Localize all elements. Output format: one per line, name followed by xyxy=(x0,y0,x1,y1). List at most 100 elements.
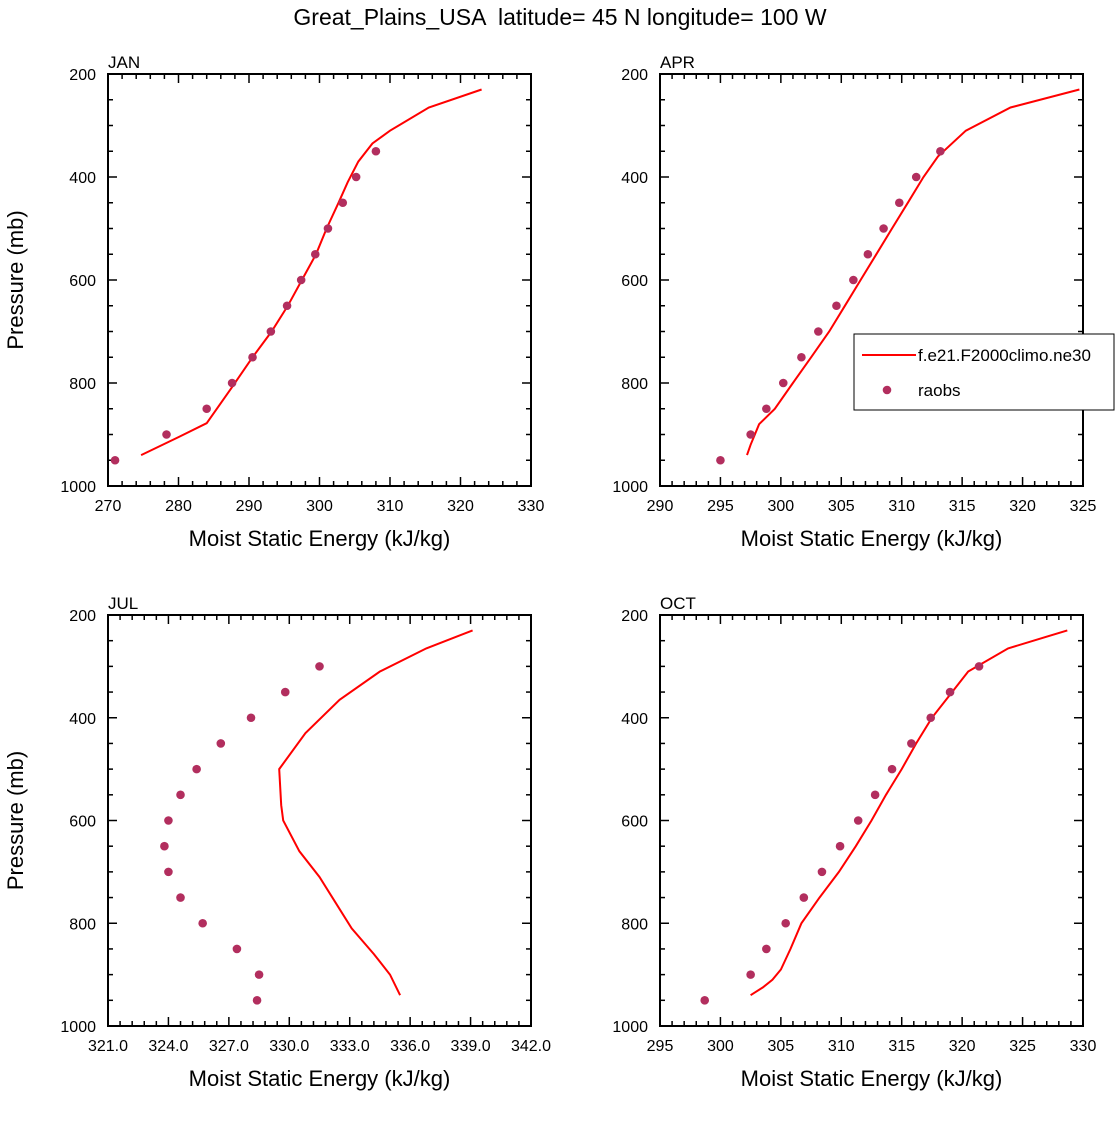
raobs-point xyxy=(371,146,381,156)
legend-box xyxy=(853,333,1115,411)
panel-oct: OCT 295 300 305 310 315 320 325 330 200 400 600 800 1… xyxy=(612,594,1096,1091)
y-tick-label: 200 xyxy=(621,67,648,84)
y-tick-label: 600 xyxy=(69,814,96,831)
raobs-point xyxy=(814,327,823,336)
legend-label-model: f.e21.F2000climo.ne30 xyxy=(918,346,1091,365)
raobs-point xyxy=(762,944,771,954)
raobs-point xyxy=(835,841,845,851)
raobs-point xyxy=(198,918,207,928)
raobs-point xyxy=(192,764,201,774)
raobs-point xyxy=(310,249,320,259)
x-tick-label: 342.0 xyxy=(511,1038,551,1055)
x-tick-label: 310 xyxy=(377,498,404,515)
raobs-point xyxy=(160,841,169,851)
raobs-point xyxy=(282,301,292,311)
y-tick-label: 600 xyxy=(621,814,648,831)
x-tick-label: 330 xyxy=(1070,1038,1097,1055)
x-tick-label: 270 xyxy=(95,498,122,515)
raobs-point xyxy=(252,996,262,1005)
raobs-point xyxy=(907,739,916,748)
raobs-point xyxy=(164,816,173,825)
raobs-point xyxy=(162,430,171,439)
x-tick-label: 324.0 xyxy=(148,1038,188,1055)
raobs-point xyxy=(926,713,936,723)
raobs-point xyxy=(911,172,921,182)
x-tick-label: 280 xyxy=(165,498,192,515)
x-tick-label: 300 xyxy=(768,498,795,515)
x-tick-label: 305 xyxy=(768,1038,795,1055)
raobs-point xyxy=(778,378,788,388)
raobs-point xyxy=(202,404,211,414)
x-tick-label: 310 xyxy=(888,498,915,515)
x-tick-label: 336.0 xyxy=(390,1038,430,1055)
x-tick-label: 327.0 xyxy=(209,1038,249,1055)
model-line xyxy=(140,88,482,457)
x-tick-label: 320 xyxy=(1009,498,1036,515)
y-tick-label: 1000 xyxy=(612,1019,648,1036)
x-tick-label: 315 xyxy=(888,1038,915,1055)
raobs-point xyxy=(746,970,755,979)
x-axis-title: Moist Static Energy (kJ/kg) xyxy=(741,526,1003,551)
y-tick-label: 800 xyxy=(69,376,96,393)
y-axis-title: Pressure (mb) xyxy=(3,210,28,349)
x-tick-label: 300 xyxy=(306,498,333,515)
raobs-point xyxy=(762,404,771,414)
model-line xyxy=(746,88,1080,456)
raobs-point xyxy=(338,198,348,208)
panel-label: OCT xyxy=(660,594,696,613)
raobs-point xyxy=(945,687,955,697)
raobs-point xyxy=(936,146,945,156)
x-tick-label: 320 xyxy=(949,1038,976,1055)
raobs-point xyxy=(700,996,710,1005)
raobs-point xyxy=(863,249,873,259)
panel-jan: JAN 270 280 290 300 310 320 330 200 400 600 800 1000… xyxy=(3,53,544,551)
raobs-point xyxy=(315,662,324,671)
y-tick-label: 400 xyxy=(621,711,648,728)
y-tick-label: 400 xyxy=(69,711,96,728)
x-tick-label: 310 xyxy=(828,1038,855,1055)
series-group xyxy=(716,88,1080,465)
y-tick-label: 800 xyxy=(69,916,96,933)
legend-marker-swatch xyxy=(882,385,892,395)
x-axis-title: Moist Static Energy (kJ/kg) xyxy=(189,1066,451,1091)
x-tick-label: 333.0 xyxy=(330,1038,370,1055)
y-tick-label: 600 xyxy=(69,273,96,290)
series-group xyxy=(110,88,482,465)
page-title: Great_Plains_USA latitude= 45 N longitud… xyxy=(293,4,827,30)
raobs-point xyxy=(832,301,841,311)
raobs-point xyxy=(254,970,264,979)
raobs-point xyxy=(232,944,242,954)
series-group xyxy=(160,629,473,1005)
raobs-point xyxy=(164,867,173,877)
panel-label: JUL xyxy=(108,594,138,613)
x-tick-label: 290 xyxy=(236,498,263,515)
y-tick-label: 800 xyxy=(621,376,648,393)
plot-frame xyxy=(107,73,532,487)
x-tick-label: 321.0 xyxy=(88,1038,128,1055)
raobs-point xyxy=(266,327,276,336)
raobs-point xyxy=(849,275,858,285)
y-tick-label: 800 xyxy=(621,916,648,933)
raobs-point xyxy=(296,275,306,285)
x-tick-label: 305 xyxy=(828,498,855,515)
raobs-point xyxy=(746,430,755,439)
raobs-point xyxy=(176,893,185,902)
raobs-point xyxy=(817,867,827,877)
model-line xyxy=(278,629,473,996)
raobs-point xyxy=(248,352,257,362)
y-tick-label: 1000 xyxy=(60,1019,96,1036)
y-tick-label: 1000 xyxy=(60,479,96,496)
x-axis-title: Moist Static Energy (kJ/kg) xyxy=(189,526,451,551)
raobs-point xyxy=(246,713,256,723)
y-tick-label: 400 xyxy=(621,170,648,187)
y-tick-label: 400 xyxy=(69,170,96,187)
x-axis-title: Moist Static Energy (kJ/kg) xyxy=(741,1066,1003,1091)
y-tick-label: 200 xyxy=(621,608,648,625)
x-tick-label: 325 xyxy=(1009,1038,1036,1055)
raobs-point xyxy=(797,352,806,362)
x-tick-label: 295 xyxy=(647,1038,674,1055)
raobs-point xyxy=(216,739,226,748)
x-tick-label: 300 xyxy=(707,1038,734,1055)
y-tick-label: 1000 xyxy=(612,479,648,496)
